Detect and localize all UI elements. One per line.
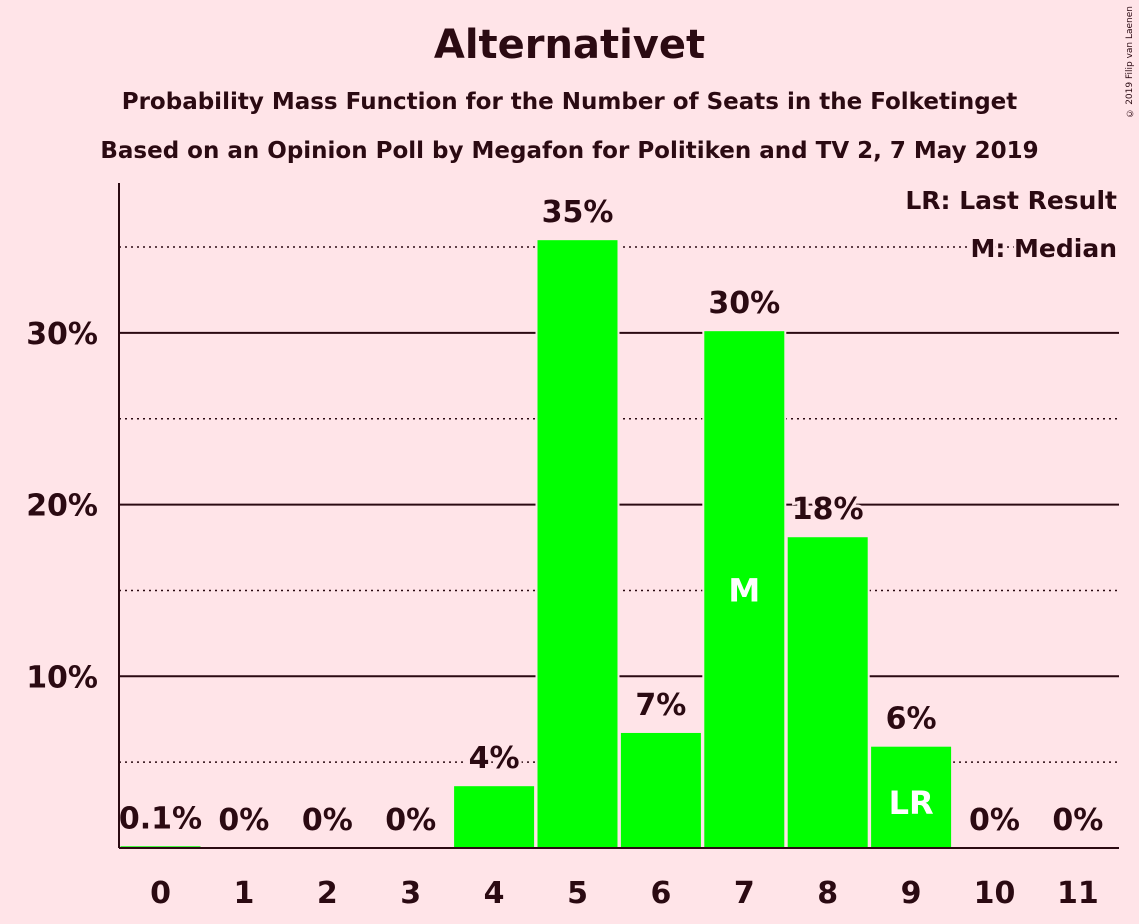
x-tick-label: 4	[484, 876, 505, 911]
bar	[787, 537, 868, 848]
last-result-marker: LR	[889, 784, 934, 822]
value-label: 0.1%	[119, 801, 202, 836]
bar-outline	[118, 844, 203, 848]
x-tick-label: 2	[317, 876, 338, 911]
value-label: 0%	[385, 803, 436, 838]
x-tick-label: 3	[400, 876, 421, 911]
value-label: 7%	[635, 688, 686, 723]
median-marker: M	[728, 572, 760, 610]
y-tick-label: 30%	[26, 317, 98, 352]
bar	[454, 786, 535, 848]
value-label: 0%	[218, 803, 269, 838]
chart-subtitle-source: Based on an Opinion Poll by Megafon for …	[100, 138, 1039, 164]
value-label: 35%	[542, 195, 614, 230]
value-label: 18%	[792, 492, 864, 527]
bar	[704, 331, 785, 849]
y-tick-label: 10%	[26, 660, 98, 695]
x-tick-label: 1	[233, 876, 254, 911]
y-tick-label: 20%	[26, 489, 98, 524]
chart-title: Alternativet	[433, 22, 706, 68]
bar	[537, 240, 618, 848]
x-tick-label: 0	[150, 876, 171, 911]
x-tick-label: 10	[974, 876, 1016, 911]
x-tick-label: 6	[650, 876, 671, 911]
value-label: 0%	[1052, 803, 1103, 838]
value-label: 4%	[469, 741, 520, 776]
bars: 0.1% 0% 0% 0% 4% 35% 7% 30% M 18% 6% LR 0% 0%	[116, 192, 1106, 849]
bar	[871, 746, 952, 848]
value-label: 30%	[708, 286, 780, 321]
legend-entry: LR: Last Result	[905, 186, 1117, 215]
bar	[620, 732, 701, 848]
legend: LR: Last Result M: Median	[903, 184, 1120, 266]
x-tick-label: 7	[734, 876, 755, 911]
legend-entry: M: Median	[970, 234, 1117, 263]
value-label: 0%	[302, 803, 353, 838]
x-tick-label: 11	[1057, 876, 1099, 911]
value-label: 0%	[969, 803, 1020, 838]
chart-subtitle: Probability Mass Function for the Number…	[121, 89, 1018, 115]
x-tick-label: 8	[817, 876, 838, 911]
value-label: 6%	[886, 702, 937, 737]
x-tick-label: 9	[901, 876, 922, 911]
x-tick-label: 5	[567, 876, 588, 911]
axes: 0 1 2 3 4 5 6 7 8 9 10 11	[118, 183, 1119, 911]
